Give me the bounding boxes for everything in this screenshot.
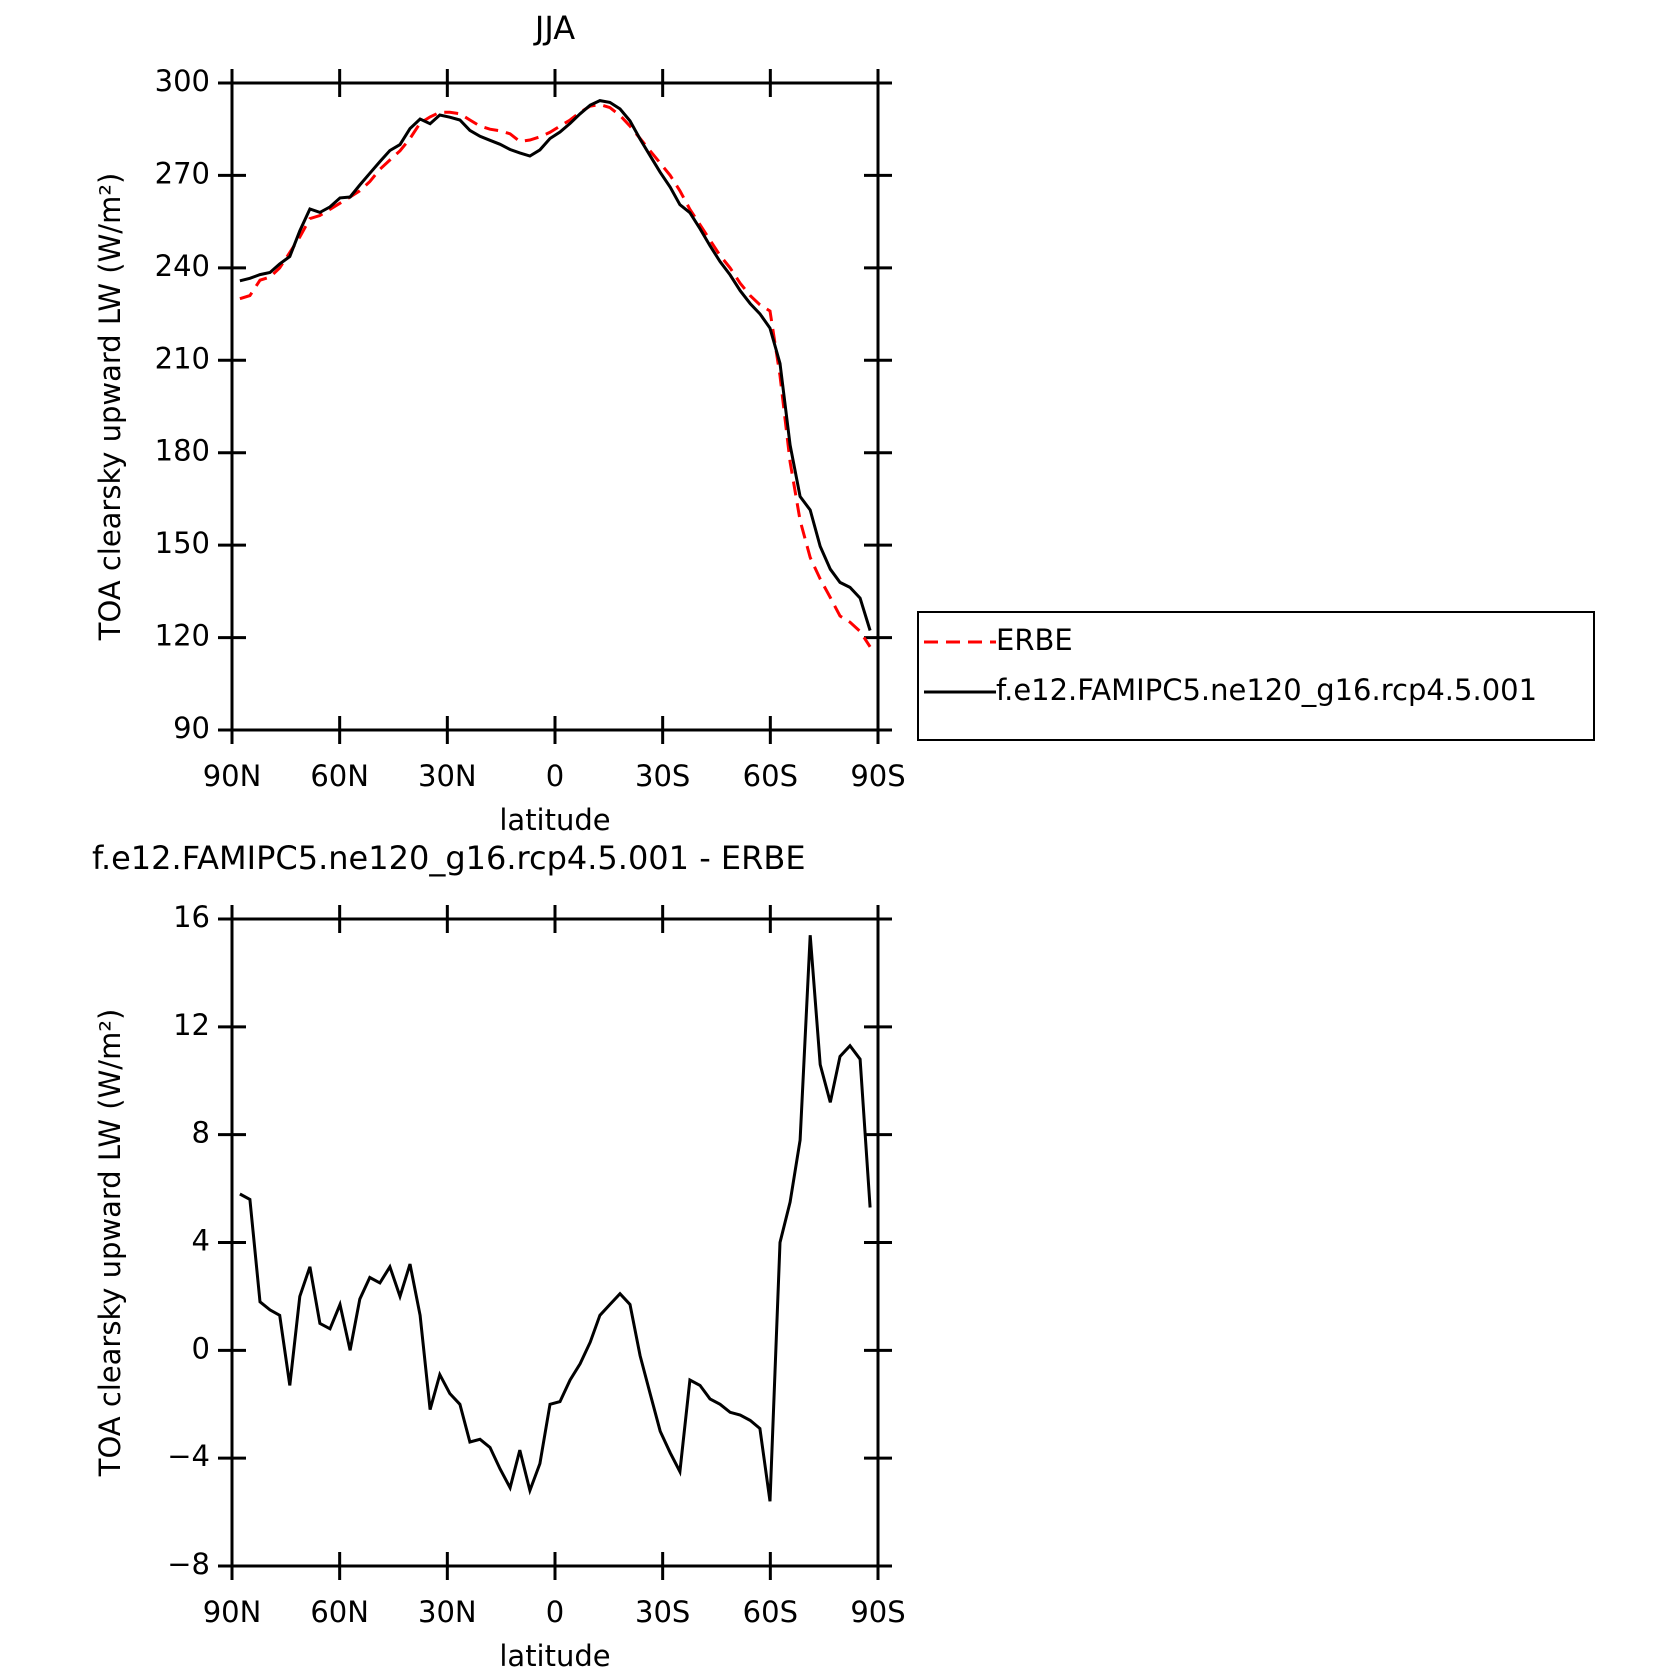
- y-tick-label: 180: [155, 434, 210, 468]
- x-tick-label: 90N: [203, 1595, 262, 1629]
- legend-box: [917, 611, 1595, 741]
- x-tick-label: 90N: [203, 759, 262, 793]
- y-tick-label: 8: [192, 1116, 210, 1150]
- y-tick-label: −8: [167, 1547, 210, 1581]
- y-tick-label: 150: [155, 526, 210, 560]
- x-tick-label: 30S: [635, 759, 690, 793]
- y-tick-label: 120: [155, 619, 210, 653]
- data-line: [239, 99, 872, 631]
- y-tick-label: 90: [173, 711, 210, 745]
- legend-label: f.e12.FAMIPC5.ne120_g16.rcp4.5.001: [996, 673, 1537, 707]
- x-tick-label: 60N: [310, 759, 369, 793]
- y-tick-label: −4: [167, 1439, 210, 1473]
- x-tick-label: 30N: [418, 1595, 477, 1629]
- data-line: [239, 935, 872, 1502]
- y-tick-label: 4: [192, 1224, 210, 1258]
- chart-title: f.e12.FAMIPC5.ne120_g16.rcp4.5.001 - ERB…: [92, 839, 806, 877]
- y-axis-label: TOA clearsky upward LW (W/m²): [93, 173, 127, 642]
- y-tick-label: 240: [155, 249, 210, 283]
- x-axis-label: latitude: [499, 803, 610, 837]
- plot-frame: [230, 81, 880, 732]
- y-tick-label: 300: [155, 64, 210, 98]
- x-tick-label: 90S: [850, 759, 905, 793]
- data-line: [239, 103, 872, 648]
- x-axis-label: latitude: [499, 1639, 610, 1673]
- chart-title: JJA: [533, 9, 575, 47]
- y-tick-label: 0: [192, 1331, 210, 1365]
- legend-label: ERBE: [996, 623, 1073, 657]
- y-axis-label: TOA clearsky upward LW (W/m²): [93, 1009, 127, 1478]
- x-tick-label: 0: [546, 1595, 564, 1629]
- y-tick-label: 16: [173, 900, 210, 934]
- x-tick-label: 60S: [743, 1595, 798, 1629]
- x-tick-label: 60S: [743, 759, 798, 793]
- x-tick-label: 90S: [850, 1595, 905, 1629]
- y-tick-label: 270: [155, 156, 210, 190]
- x-tick-label: 0: [546, 759, 564, 793]
- x-tick-label: 30S: [635, 1595, 690, 1629]
- x-tick-label: 60N: [310, 1595, 369, 1629]
- y-tick-label: 12: [173, 1008, 210, 1042]
- x-tick-label: 30N: [418, 759, 477, 793]
- y-tick-label: 210: [155, 341, 210, 375]
